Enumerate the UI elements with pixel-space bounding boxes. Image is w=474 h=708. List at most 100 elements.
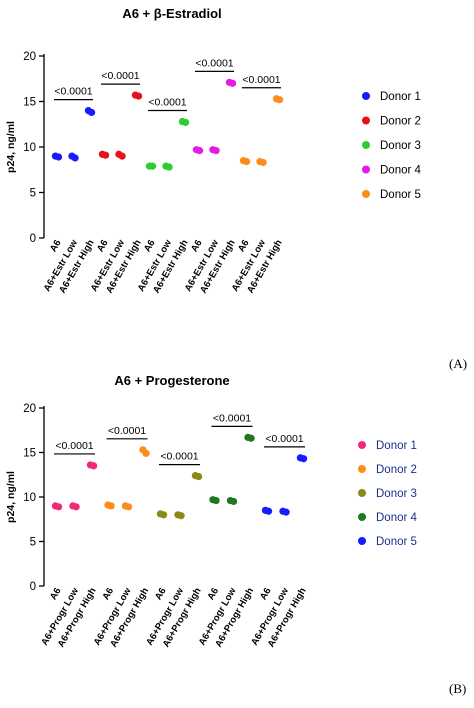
data-point: [118, 152, 126, 160]
data-point: [55, 153, 63, 161]
p-value-label: <0.0001: [160, 451, 198, 463]
x-category-label: A6: [95, 238, 111, 254]
p-value-label: <0.0001: [213, 412, 251, 424]
y-axis-label: p24, ng/ml: [5, 121, 17, 173]
legend-entry-label: Donor 2: [376, 464, 417, 476]
p-value-label: <0.0001: [108, 425, 146, 437]
legend: Donor 1 Donor 2 Donor 3 Donor 4 Donor 5: [362, 91, 422, 201]
p-value-label: <0.0001: [55, 440, 93, 452]
p-value-label: <0.0001: [195, 57, 233, 69]
data-point: [72, 503, 80, 511]
legend-entry-label: Donor 5: [380, 189, 421, 201]
data-point: [196, 147, 204, 155]
p-value-label: <0.0001: [54, 86, 92, 98]
data-point: [247, 434, 255, 442]
p-value-label: <0.0001: [265, 433, 303, 445]
data-point: [276, 96, 284, 104]
y-axis-label: p24, ng/ml: [5, 471, 17, 523]
y-tick-label: 15: [23, 448, 36, 460]
data-point: [182, 118, 190, 127]
data-point: [160, 511, 168, 519]
x-category-label: A6: [153, 586, 169, 602]
data-point: [229, 79, 237, 87]
y-tick-label: 0: [30, 233, 36, 245]
x-category-label: A6: [48, 586, 64, 602]
legend-entry-label: Donor 2: [380, 116, 421, 128]
data-point: [230, 497, 238, 506]
legend-entry-label: Donor 3: [380, 140, 421, 152]
legend-marker: [358, 441, 366, 449]
data-point: [265, 507, 273, 515]
panel-tag: (B): [449, 681, 466, 696]
data-point: [300, 455, 308, 463]
y-tick-label: 0: [30, 581, 36, 593]
legend-marker: [358, 489, 366, 497]
data-point: [165, 163, 173, 171]
data-point: [90, 462, 98, 470]
data-point: [212, 147, 220, 155]
chart-panel-b: A6 + Progesterone 0 5 10 15 20 p24, ng/ml <0.00…: [5, 373, 466, 696]
data-point: [102, 151, 110, 159]
legend-entry-label: Donor 1: [380, 91, 421, 103]
chart-title: A6 + β-Estradiol: [122, 6, 221, 21]
data-point: [195, 472, 203, 481]
x-category-label: A6: [48, 238, 64, 254]
data-point: [282, 508, 290, 516]
data-point: [177, 512, 185, 520]
legend-entry-label: Donor 5: [376, 536, 417, 548]
legend: Donor 1 Donor 2 Donor 3 Donor 4 Donor 5: [358, 440, 418, 548]
p-value-label: <0.0001: [148, 97, 186, 109]
x-category-label: A6: [236, 238, 252, 254]
data-point: [212, 496, 220, 505]
y-tick-label: 20: [23, 403, 36, 415]
legend-entry-label: Donor 3: [376, 488, 417, 500]
data-point: [88, 108, 96, 117]
data-point: [142, 449, 150, 457]
data-point: [259, 158, 267, 167]
legend-marker: [358, 513, 366, 521]
data-point: [135, 92, 143, 100]
y-tick-label: 10: [23, 142, 36, 154]
x-category-label: A6: [100, 586, 116, 602]
data-point: [243, 157, 251, 166]
legend-marker: [362, 92, 370, 100]
y-tick-label: 5: [30, 188, 36, 200]
p-value-label: <0.0001: [101, 70, 139, 82]
legend-marker: [358, 465, 366, 473]
legend-entry-label: Donor 1: [376, 440, 417, 452]
legend-marker: [362, 165, 370, 174]
legend-marker: [362, 190, 370, 198]
p-value-label: <0.0001: [242, 74, 280, 86]
x-category-label: A6: [205, 586, 221, 602]
y-tick-label: 15: [23, 97, 36, 109]
y-tick-label: 5: [30, 537, 36, 549]
chart-title: A6 + Progesterone: [114, 373, 229, 388]
legend-entry-label: Donor 4: [376, 512, 418, 524]
y-tick-label: 10: [23, 492, 36, 504]
x-category-label: A6: [189, 238, 205, 254]
data-point: [55, 503, 63, 511]
legend-entry-label: Donor 4: [380, 165, 422, 177]
data-point: [107, 502, 115, 510]
legend-marker: [362, 141, 370, 149]
y-tick-label: 20: [23, 51, 36, 63]
legend-marker: [358, 537, 366, 545]
panel-tag: (A): [449, 356, 467, 371]
data-point: [125, 503, 133, 511]
data-point: [149, 162, 157, 170]
data-point: [71, 154, 79, 162]
chart-panel-a: A6 + β-Estradiol 0 5 10 15 20 p24, ng/ml <0.000…: [5, 6, 467, 371]
legend-marker: [362, 116, 370, 125]
x-category-label: A6: [142, 238, 158, 254]
